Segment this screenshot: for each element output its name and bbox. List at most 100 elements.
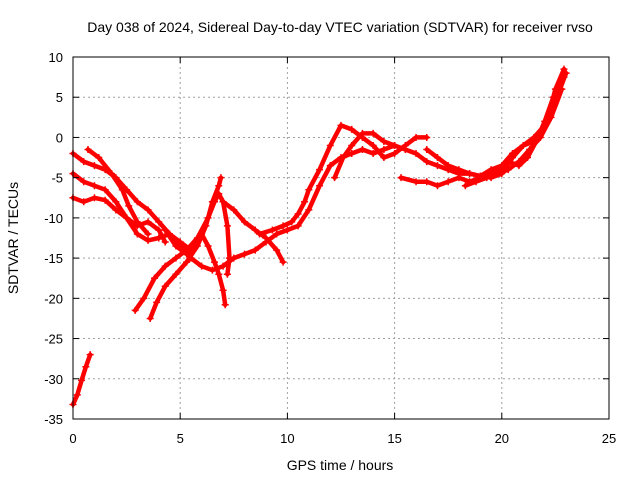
data-point (369, 129, 377, 137)
data-point (337, 121, 345, 129)
series-arc-8 (161, 226, 229, 309)
data-point (316, 166, 324, 174)
data-point (221, 301, 229, 309)
data-point (412, 178, 420, 186)
data-point (112, 198, 120, 206)
data-point (412, 150, 420, 158)
data-point (123, 214, 131, 222)
data-point (339, 154, 347, 162)
data-point (112, 206, 120, 214)
data-point (183, 258, 191, 266)
data-point (412, 133, 420, 141)
data-point (498, 162, 506, 170)
data-point (150, 274, 158, 282)
series-arc-11 (331, 129, 399, 182)
y-tick-label: -10 (44, 211, 63, 226)
data-point (515, 158, 523, 166)
data-point (198, 262, 206, 270)
y-tick-label: -5 (51, 171, 63, 186)
data-point (256, 230, 264, 238)
data-point (536, 133, 544, 141)
series-arc-5 (84, 146, 152, 238)
data-point (358, 129, 366, 137)
data-point (251, 246, 259, 254)
data-point (423, 146, 431, 154)
data-point (217, 174, 225, 182)
data-point (294, 210, 302, 218)
y-tick-label: 0 (56, 130, 63, 145)
data-point (348, 141, 356, 149)
data-point (161, 238, 169, 246)
data-point (461, 182, 469, 190)
data-point (241, 218, 249, 226)
data-point (219, 286, 227, 294)
data-point (183, 250, 191, 258)
x-tick-label: 0 (69, 431, 76, 446)
data-point (560, 65, 568, 73)
data-point (131, 306, 139, 314)
data-point (90, 194, 98, 202)
y-tick-label: -20 (44, 291, 63, 306)
data-point (144, 236, 152, 244)
data-point (161, 262, 169, 270)
data-point (193, 238, 201, 246)
data-point (215, 270, 223, 278)
data-point (268, 226, 276, 234)
data-point (397, 174, 405, 182)
data-point (423, 158, 431, 166)
data-point (90, 162, 98, 170)
data-point (144, 230, 152, 238)
data-point (251, 226, 259, 234)
data-point (208, 198, 216, 206)
data-point (223, 222, 231, 230)
data-point (316, 182, 324, 190)
series-trace (463, 86, 565, 188)
x-tick-label: 25 (602, 431, 616, 446)
data-point (133, 198, 141, 206)
data-point (380, 154, 388, 162)
chart-title: Day 038 of 2024, Sidereal Day-to-day VTE… (87, 19, 593, 35)
data-point (108, 170, 116, 178)
data-point (73, 391, 81, 399)
data-point (82, 363, 90, 371)
data-point (391, 150, 399, 158)
series-arc-10 (256, 121, 431, 238)
data-point (204, 242, 212, 250)
data-point (133, 218, 141, 226)
ticks: 0 5 10 15 20 25 -35 -30 -25 -20 -15 -10 -5 0 5 10 (44, 50, 616, 446)
y-tick-label: 5 (56, 90, 63, 105)
series-trace (147, 175, 224, 321)
data-point (155, 226, 163, 234)
data-point (455, 166, 463, 174)
plot-frame (72, 56, 610, 420)
data-point (433, 182, 441, 190)
series-trace (70, 195, 168, 245)
y-tick-label: -30 (44, 372, 63, 387)
data-point (455, 174, 463, 182)
data-point (433, 154, 441, 162)
data-point (305, 186, 313, 194)
series-arc-4 (69, 194, 169, 246)
data-point (155, 218, 163, 226)
data-point (86, 351, 94, 359)
x-tick-label: 10 (280, 431, 294, 446)
data-point (140, 294, 148, 302)
data-point (144, 206, 152, 214)
x-tick-label: 5 (177, 431, 184, 446)
data-point (144, 218, 152, 226)
data-point (262, 234, 270, 242)
data-point (161, 226, 169, 234)
data-point (279, 222, 287, 230)
data-point (483, 174, 491, 182)
series-arc-14 (461, 85, 566, 190)
data-point (472, 178, 480, 186)
data-point (80, 158, 88, 166)
data-point (331, 174, 339, 182)
data-point (348, 125, 356, 133)
data-point (423, 133, 431, 141)
data-point (90, 182, 98, 190)
data-point (80, 198, 88, 206)
grid (73, 57, 609, 419)
